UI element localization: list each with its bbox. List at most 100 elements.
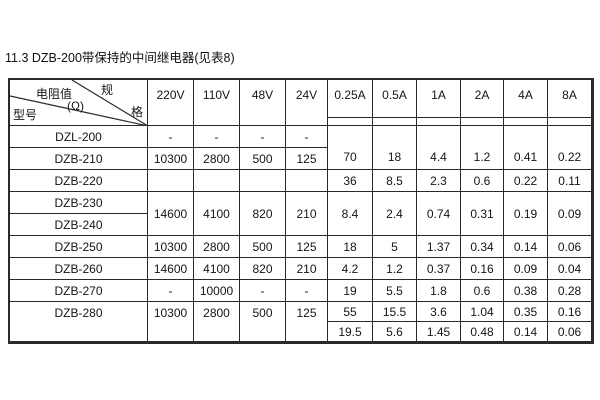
resistance-cell: 5.5 — [373, 280, 417, 302]
corner-model-label: 型号 — [13, 108, 38, 122]
resistance-cell: - — [286, 126, 328, 148]
resistance-cell: 0.06 — [548, 236, 592, 258]
model-dzb-210: DZB-210 — [10, 148, 148, 170]
resistance-cell: 15.5 — [373, 302, 417, 322]
resistance-cell: 210 — [286, 258, 328, 280]
header-1a: 1A — [417, 80, 461, 118]
model-dzb-220: DZB-220 — [10, 170, 148, 192]
resistance-cell: 10300 — [148, 148, 194, 170]
resistance-cell: 500 — [240, 236, 286, 258]
resistance-cell: 18 — [328, 236, 373, 258]
resistance-cell: 820 — [240, 192, 286, 236]
corner-resistance-unit: (Ω) — [67, 99, 84, 113]
resistance-cell: - — [194, 126, 240, 148]
header-110v: 110V — [194, 80, 240, 126]
resistance-cell: 0.16 — [548, 302, 592, 322]
resistance-cell: 500 — [240, 148, 286, 170]
resistance-cell: 0.28 — [548, 280, 592, 302]
resistance-cell: 125 — [286, 236, 328, 258]
resistance-cell: 0.14 — [504, 322, 548, 342]
resistance-cell: 0.14 — [504, 236, 548, 258]
model-dzb-270: DZB-270 — [10, 280, 148, 302]
resistance-cell: 0.16 — [461, 258, 504, 280]
resistance-cell: 19 — [328, 280, 373, 302]
table-corner-header: 规 格 电阻值 (Ω) 型号 — [10, 80, 148, 126]
resistance-cell: 0.19 — [504, 192, 548, 236]
resistance-cell: 1.2 — [461, 126, 504, 170]
resistance-cell — [240, 170, 286, 192]
resistance-cell: 0.74 — [417, 192, 461, 236]
resistance-cell: 0.22 — [504, 170, 548, 192]
resistance-cell: 1.2 — [373, 258, 417, 280]
resistance-cell: - — [148, 280, 194, 302]
corner-spec-label-top: 规 — [101, 83, 114, 97]
resistance-cell: 1.45 — [417, 322, 461, 342]
model-dzb-250: DZB-250 — [10, 236, 148, 258]
resistance-cell: 0.06 — [548, 322, 592, 342]
resistance-cell: 14600 — [148, 192, 194, 236]
model-dzb-260: DZB-260 — [10, 258, 148, 280]
resistance-cell: 3.6 — [417, 302, 461, 322]
resistance-cell: 5 — [373, 236, 417, 258]
resistance-cell: 1.04 — [461, 302, 504, 322]
resistance-cell: 4100 — [194, 258, 240, 280]
header-4a: 4A — [504, 80, 548, 118]
page-title: 11.3 DZB-200带保持的中间继电器(见表8) — [5, 51, 235, 65]
resistance-cell: 210 — [286, 192, 328, 236]
resistance-cell: 125 — [286, 148, 328, 170]
spacer-cell — [417, 118, 461, 126]
spacer-cell — [373, 118, 417, 126]
model-dzb-230: DZB-230 — [10, 192, 148, 214]
resistance-cell — [194, 170, 240, 192]
resistance-cell: 820 — [240, 258, 286, 280]
header-0-25a: 0.25A — [328, 80, 373, 118]
resistance-cell: - — [286, 280, 328, 302]
resistance-cell: 2800 — [194, 148, 240, 170]
resistance-cell: 2.3 — [417, 170, 461, 192]
header-2a: 2A — [461, 80, 504, 118]
resistance-cell: - — [148, 126, 194, 148]
resistance-cell: 500 — [240, 302, 286, 342]
resistance-cell: 0.04 — [548, 258, 592, 280]
diagonal-divider-lines — [10, 80, 147, 125]
resistance-cell: 0.09 — [504, 258, 548, 280]
header-0-5a: 0.5A — [373, 80, 417, 118]
resistance-cell: 8.4 — [328, 192, 373, 236]
resistance-cell: 0.35 — [504, 302, 548, 322]
header-24v: 24V — [286, 80, 328, 126]
resistance-cell: 1.37 — [417, 236, 461, 258]
resistance-cell: - — [240, 126, 286, 148]
resistance-cell: 0.09 — [548, 192, 592, 236]
resistance-cell: 10000 — [194, 280, 240, 302]
resistance-cell: 55 — [328, 302, 373, 322]
resistance-cell — [148, 170, 194, 192]
spacer-cell — [504, 118, 548, 126]
header-220v: 220V — [148, 80, 194, 126]
resistance-cell: 4100 — [194, 192, 240, 236]
resistance-cell: 0.11 — [548, 170, 592, 192]
header-48v: 48V — [240, 80, 286, 126]
resistance-cell: 70 — [328, 126, 373, 170]
resistance-cell: 0.6 — [461, 280, 504, 302]
resistance-cell: 14600 — [148, 258, 194, 280]
resistance-cell: 5.6 — [373, 322, 417, 342]
corner-resistance-label: 电阻值 — [36, 87, 73, 101]
resistance-cell: 4.2 — [328, 258, 373, 280]
header-8a: 8A — [548, 80, 592, 118]
resistance-cell: 8.5 — [373, 170, 417, 192]
resistance-cell: 0.34 — [461, 236, 504, 258]
resistance-cell: 2800 — [194, 302, 240, 342]
resistance-cell: 0.37 — [417, 258, 461, 280]
corner-spec-label-bottom: 格 — [131, 105, 144, 119]
resistance-cell: 10300 — [148, 236, 194, 258]
spacer-cell — [461, 118, 504, 126]
resistance-cell: 2800 — [194, 236, 240, 258]
resistance-cell: 0.41 — [504, 126, 548, 170]
model-dzl-200: DZL-200 — [10, 126, 148, 148]
model-dzb-280: DZB-280 — [10, 302, 148, 342]
resistance-cell: 0.38 — [504, 280, 548, 302]
resistance-cell: 36 — [328, 170, 373, 192]
resistance-cell: 4.4 — [417, 126, 461, 170]
resistance-cell: 0.22 — [548, 126, 592, 170]
resistance-cell: 125 — [286, 302, 328, 342]
